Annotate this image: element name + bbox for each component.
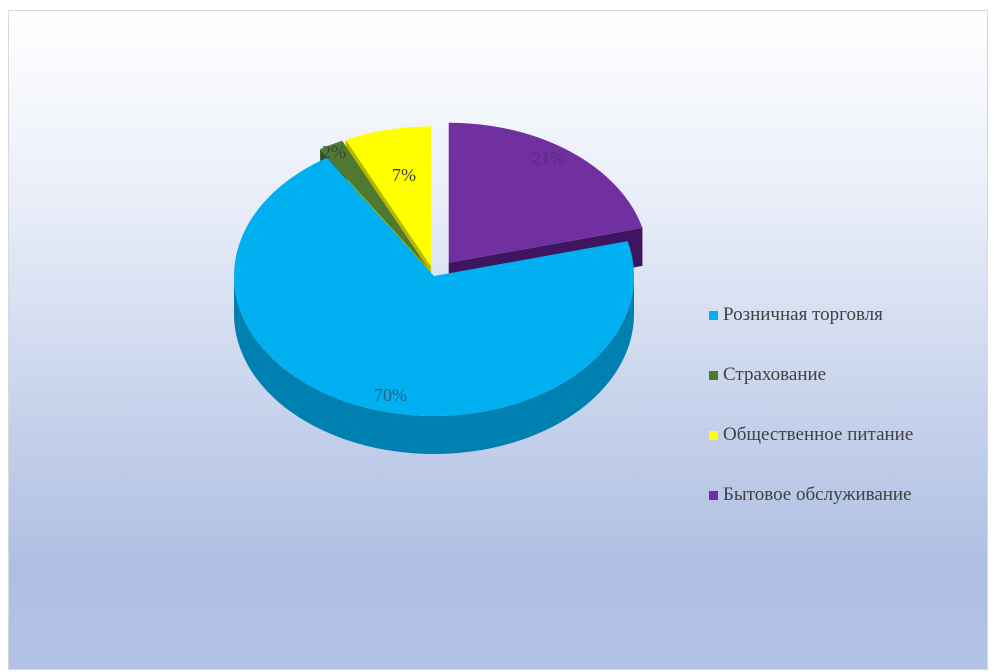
data-label-catering: 7% (392, 165, 416, 185)
pie-side-retail (234, 276, 634, 454)
legend-label-catering: Общественное питание (723, 424, 914, 445)
pie-slice-consumer-services (448, 122, 643, 263)
pie-slice-insurance (320, 140, 428, 268)
legend-swatch-catering (709, 431, 718, 440)
data-label-insurance: 2% (322, 142, 346, 162)
pie-slice-retail (233, 157, 634, 416)
pie-chart: 21% 70% 2% 7% (233, 122, 643, 454)
legend-swatch-retail (709, 311, 718, 320)
legend-swatch-consumer-services (709, 491, 718, 500)
pie-slice-catering (345, 126, 431, 267)
legend-label-insurance: Страхование (723, 364, 827, 385)
data-label-retail: 70% (374, 385, 407, 405)
legend-label-retail: Розничная торговля (723, 304, 883, 325)
legend-label-consumer-services: Бытовое обслуживание (723, 484, 912, 505)
legend-swatch-insurance (709, 371, 718, 380)
data-label-consumer-services: 21% (532, 148, 565, 168)
chart-area: 21% 70% 2% 7% Розничная торговля Страховани… (8, 10, 988, 670)
